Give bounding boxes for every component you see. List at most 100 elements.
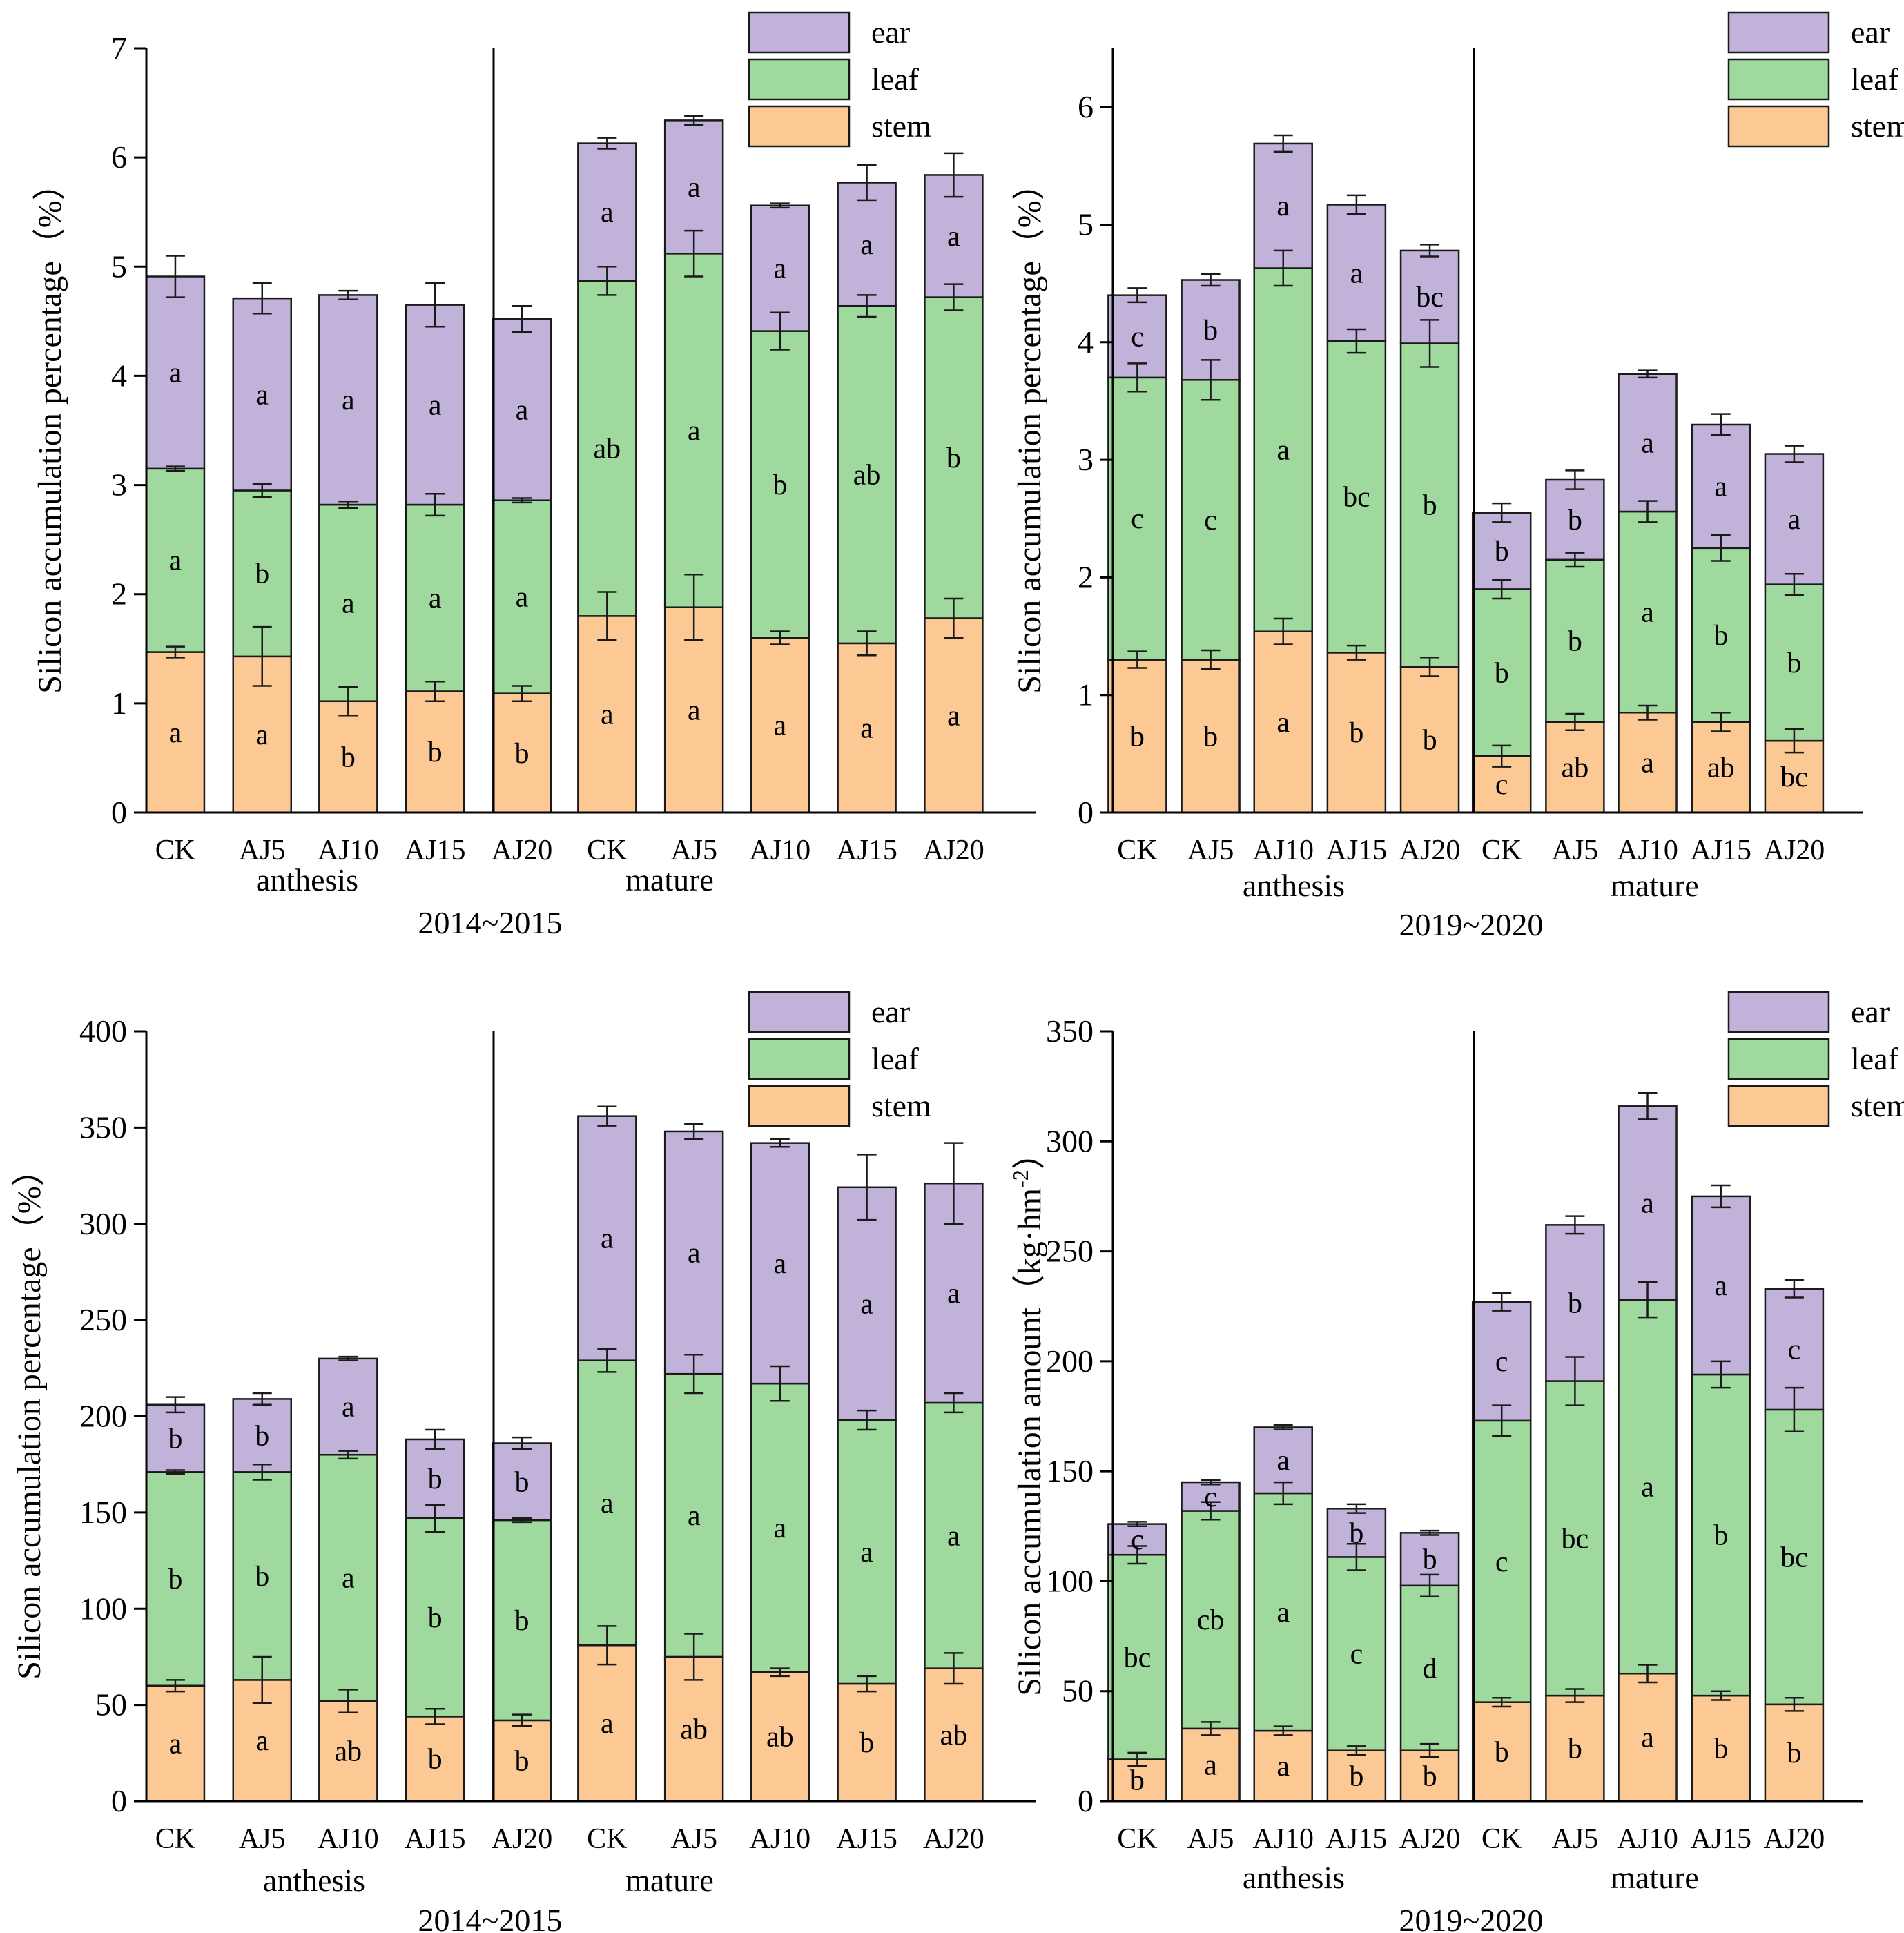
y-tick-label: 200 xyxy=(79,1399,127,1434)
significance-letter-leaf-6: c xyxy=(1495,1546,1508,1578)
legend-swatch-ear xyxy=(1727,991,1830,1033)
y-tick-label: 0 xyxy=(111,1783,127,1818)
significance-letter-stem-1: a xyxy=(169,717,182,749)
significance-letter-ear-2: b xyxy=(255,1420,269,1452)
y-axis-title: Silicon accumulation amount（kg·hm-2） xyxy=(1008,1136,1048,1696)
bar-ear-8 xyxy=(750,1142,810,1385)
significance-letter-stem-6: b xyxy=(1495,1736,1509,1768)
bar-ear-6 xyxy=(577,1115,637,1361)
bar-stem-3 xyxy=(1253,630,1313,814)
x-tick-label: AJ10 xyxy=(1252,1823,1314,1855)
bar-leaf-10 xyxy=(1764,1408,1825,1706)
significance-letter-leaf-1: a xyxy=(169,545,182,577)
y-axis-title-superscript: -2 xyxy=(1008,1169,1033,1188)
significance-letter-leaf-9: b xyxy=(1713,1520,1728,1552)
y-axis-title: Silicon accumulation percentage（%） xyxy=(11,1153,48,1679)
significance-letter-stem-6: c xyxy=(1495,769,1508,801)
y-tick-label: 250 xyxy=(79,1302,127,1337)
bar-ear-5 xyxy=(492,1442,552,1522)
significance-letter-stem-1: a xyxy=(169,1728,182,1760)
significance-letter-ear-4: a xyxy=(1350,258,1363,289)
significance-letter-ear-7: a xyxy=(688,172,701,204)
y-axis-title-main: Silicon accumulation percentage（%） xyxy=(11,1153,48,1679)
bar-ear-2 xyxy=(232,1398,292,1473)
significance-letter-ear-1: c xyxy=(1131,1524,1144,1556)
significance-letter-leaf-8: a xyxy=(1641,597,1654,629)
significance-letter-stem-5: b xyxy=(1423,1760,1437,1792)
legend-label-stem: stem xyxy=(1851,1088,1904,1123)
legend-swatch-ear xyxy=(748,11,851,54)
significance-letter-stem-9: b xyxy=(859,1727,874,1759)
y-tick-label: 350 xyxy=(79,1109,127,1145)
significance-letter-ear-6: a xyxy=(601,1223,614,1255)
significance-letter-ear-6: a xyxy=(601,197,614,229)
significance-letter-stem-2: a xyxy=(255,1725,269,1757)
significance-letter-ear-9: a xyxy=(1714,471,1727,503)
significance-letter-stem-10: ab xyxy=(940,1720,968,1751)
x-tick-label: CK xyxy=(155,835,195,866)
bar-leaf-2 xyxy=(1181,1510,1241,1730)
significance-letter-stem-9: ab xyxy=(1707,752,1735,784)
bar-ear-4 xyxy=(1326,204,1387,342)
y-tick-label: 300 xyxy=(1046,1123,1094,1158)
y-tick-label: 4 xyxy=(1078,324,1094,360)
significance-letter-stem-9: b xyxy=(1713,1733,1728,1765)
significance-letter-ear-7: b xyxy=(1568,505,1582,536)
significance-letter-leaf-7: a xyxy=(688,1500,701,1532)
y-axis-title: Silicon accumulation percentage（%） xyxy=(1011,167,1048,693)
significance-letter-ear-1: b xyxy=(168,1424,182,1455)
significance-letter-leaf-3: a xyxy=(342,587,355,619)
y-axis-title-main: Silicon accumulation amount（kg·hm xyxy=(1011,1188,1048,1696)
significance-letter-stem-5: b xyxy=(514,738,529,770)
significance-letter-stem-4: b xyxy=(1349,717,1363,749)
significance-letter-ear-10: a xyxy=(947,221,960,253)
x-tick-label: AJ20 xyxy=(1764,835,1825,866)
legend-label-stem: stem xyxy=(1851,108,1904,144)
bar-leaf-6 xyxy=(577,280,637,617)
significance-letter-leaf-8: a xyxy=(773,1513,786,1544)
bar-leaf-5 xyxy=(1399,1584,1460,1751)
significance-letter-leaf-4: bc xyxy=(1343,482,1370,514)
significance-letter-leaf-8: b xyxy=(773,469,787,501)
y-tick-label: 7 xyxy=(111,30,127,66)
bar-ear-9 xyxy=(1691,1195,1751,1376)
x-tick-label: AJ10 xyxy=(1617,835,1678,866)
x-tick-label: CK xyxy=(1117,1823,1157,1855)
bar-stem-6 xyxy=(577,615,637,814)
significance-letter-ear-6: c xyxy=(1495,1346,1508,1378)
significance-letter-stem-10: a xyxy=(947,700,960,732)
period-label: 2014~2015 xyxy=(418,1903,563,1933)
y-tick-label: 0 xyxy=(1078,1783,1094,1818)
bar-leaf-9 xyxy=(837,304,897,645)
bar-leaf-6 xyxy=(577,1359,637,1647)
significance-letter-ear-9: a xyxy=(1714,1270,1727,1302)
bar-leaf-8 xyxy=(750,1382,810,1673)
significance-letter-ear-10: c xyxy=(1788,1334,1801,1366)
y-tick-label: 400 xyxy=(79,1013,127,1049)
legend-label-stem: stem xyxy=(871,1088,931,1123)
x-tick-label: AJ20 xyxy=(492,835,553,866)
legend-label-leaf: leaf xyxy=(1851,1041,1899,1076)
significance-letter-ear-3: a xyxy=(1276,191,1290,222)
bar-stem-5 xyxy=(1399,666,1460,814)
significance-letter-ear-2: b xyxy=(1203,315,1218,347)
significance-letter-stem-3: b xyxy=(341,741,356,773)
bar-leaf-7 xyxy=(663,1372,724,1658)
x-tick-label: AJ20 xyxy=(1764,1823,1825,1855)
y-tick-label: 100 xyxy=(1046,1563,1094,1598)
significance-letter-leaf-5: d xyxy=(1423,1653,1437,1684)
bar-ear-7 xyxy=(1545,478,1605,561)
y-tick-label: 350 xyxy=(1046,1013,1094,1049)
y-tick-label: 150 xyxy=(1046,1453,1094,1488)
significance-letter-stem-8: a xyxy=(1641,748,1654,779)
significance-letter-leaf-10: b xyxy=(1787,648,1801,679)
significance-letter-leaf-4: c xyxy=(1350,1639,1363,1671)
significance-letter-leaf-5: b xyxy=(514,1605,529,1637)
x-tick-label: AJ5 xyxy=(1187,835,1234,866)
x-tick-label: AJ5 xyxy=(1187,1823,1234,1855)
bar-ear-3 xyxy=(318,1357,378,1456)
bar-leaf-3 xyxy=(1253,1492,1313,1732)
significance-letter-stem-5: b xyxy=(514,1745,529,1777)
significance-letter-stem-2: a xyxy=(255,719,269,751)
significance-letter-leaf-7: a xyxy=(688,416,701,447)
